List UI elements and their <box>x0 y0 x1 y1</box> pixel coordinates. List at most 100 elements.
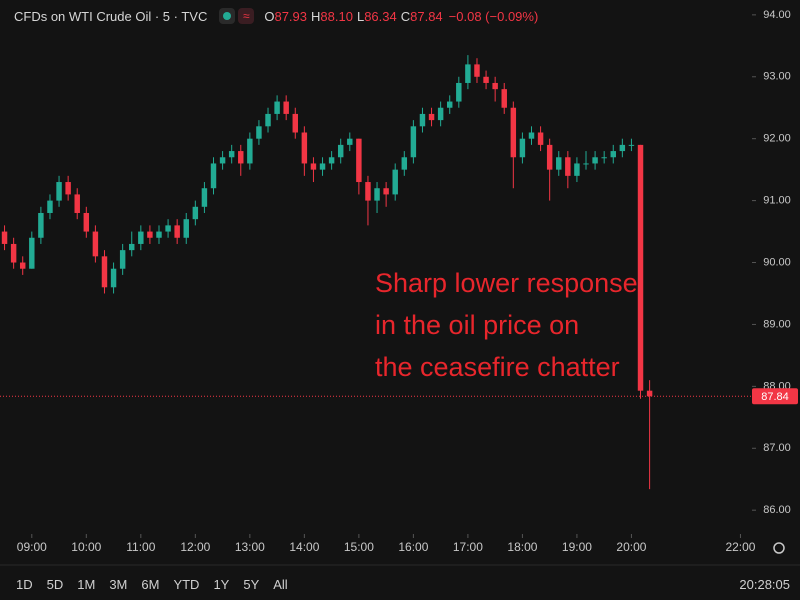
ohlc-value: 86.34 <box>364 8 397 24</box>
candle-body <box>437 107 444 121</box>
ohlc-value: 87.84 <box>410 8 443 24</box>
candle-body <box>19 262 26 269</box>
candle-body <box>201 188 208 207</box>
annotation: the ceasefire chatter <box>375 352 620 382</box>
range-button[interactable]: 3M <box>109 576 128 592</box>
x-tick-label: 12:00 <box>180 540 210 554</box>
x-tick-label: 22:00 <box>725 540 755 554</box>
last-price-tag <box>752 388 798 405</box>
clock: 20:28:05 <box>739 576 790 592</box>
range-button[interactable]: 5D <box>46 576 64 592</box>
annotation: Sharp lower response <box>375 268 638 298</box>
x-tick-label: 15:00 <box>344 540 374 554</box>
feed-icon[interactable]: ≈ <box>238 8 255 24</box>
candle-body <box>483 76 489 83</box>
candle-body <box>492 82 498 90</box>
range-button[interactable]: 1M <box>77 576 96 592</box>
candle-body <box>92 231 99 257</box>
range-button[interactable]: 6M <box>141 576 160 592</box>
candle-body <box>474 64 480 77</box>
candle-body <box>519 138 526 158</box>
candle-body <box>47 200 53 213</box>
candle-body <box>319 163 326 170</box>
range-button[interactable]: 1D <box>16 576 33 592</box>
candle-body <box>174 225 180 238</box>
bottom-toolbar: 1D 5D 1M 3M 6M YTD 1Y 5Y All 20:28:05 <box>0 572 800 596</box>
candle-body <box>165 225 171 232</box>
x-tick-label: 18:00 <box>507 540 537 554</box>
candle-body <box>365 182 371 201</box>
candle-body <box>583 163 589 165</box>
candle-body <box>192 206 199 220</box>
candle-body <box>601 157 607 159</box>
ohlc-key: O <box>264 8 275 24</box>
candle-body <box>38 212 44 238</box>
x-tick-label: 11:00 <box>126 540 155 554</box>
candle-body <box>219 157 226 164</box>
y-tick-label: 87.00 <box>763 442 791 454</box>
candle-body <box>247 138 253 164</box>
candle-body <box>565 157 571 176</box>
candle-body <box>256 126 262 139</box>
candle-body <box>546 144 553 170</box>
candle-body <box>292 113 298 133</box>
ohlc-value: 88.10 <box>320 8 353 24</box>
candle-body <box>183 219 189 238</box>
candle-body <box>210 163 217 189</box>
candle-body <box>646 390 653 397</box>
candle-body <box>574 163 580 176</box>
range-button[interactable]: 5Y <box>243 576 260 592</box>
candle-body <box>129 243 135 251</box>
candle-body <box>374 188 380 201</box>
candle-body <box>119 250 126 269</box>
candle-body <box>592 157 598 164</box>
candle-body <box>610 151 616 158</box>
candle-body <box>619 144 626 152</box>
x-tick-label: 13:00 <box>235 540 265 554</box>
candle-body <box>447 101 453 108</box>
status-icon[interactable] <box>219 8 236 24</box>
range-button[interactable]: 1Y <box>213 576 230 592</box>
annotation: in the oil price on <box>375 310 579 340</box>
change: −0.08 (−0.09%) <box>448 8 539 24</box>
range-button[interactable]: YTD <box>173 576 200 592</box>
candle-body <box>29 237 35 269</box>
candle-body <box>83 212 90 232</box>
ohlc-key: H <box>311 8 321 24</box>
candle-body <box>419 113 426 127</box>
x-tick-label: 19:00 <box>562 540 592 554</box>
candle-body <box>56 182 62 201</box>
candle-body <box>1 231 8 244</box>
settings-icon[interactable] <box>773 542 785 554</box>
x-tick-label: 09:00 <box>17 540 47 554</box>
candle-body <box>356 138 362 183</box>
y-tick-label: 91.00 <box>763 195 791 207</box>
candle-body <box>265 113 271 127</box>
range-button[interactable]: All <box>273 576 288 592</box>
y-tick-label: 94.00 <box>763 9 791 21</box>
candle-body <box>383 188 389 195</box>
y-tick-label: 93.00 <box>763 71 791 83</box>
last-price-label: 87.84 <box>761 391 789 403</box>
candle-body <box>156 231 162 238</box>
ohlc-value: 87.93 <box>274 8 308 24</box>
candle-body <box>110 268 117 288</box>
candle-body <box>465 64 471 83</box>
candle-body <box>347 138 353 145</box>
ohlc-key: C <box>400 8 411 24</box>
candle-body <box>10 243 17 263</box>
x-tick-label: 17:00 <box>453 540 483 554</box>
candle-body <box>74 194 80 213</box>
x-tick-label: 14:00 <box>289 540 319 554</box>
candle-body <box>510 107 517 158</box>
candle-body <box>101 256 108 288</box>
candle-body <box>410 126 417 158</box>
x-tick-label: 16:00 <box>398 540 428 554</box>
candle-body <box>274 101 280 114</box>
x-tick-label: 10:00 <box>71 540 101 554</box>
candle-body <box>428 113 435 121</box>
ohlc-values: O87.93 H88.10 L86.34 C87.84 <box>260 9 442 24</box>
candle-body <box>328 157 335 164</box>
